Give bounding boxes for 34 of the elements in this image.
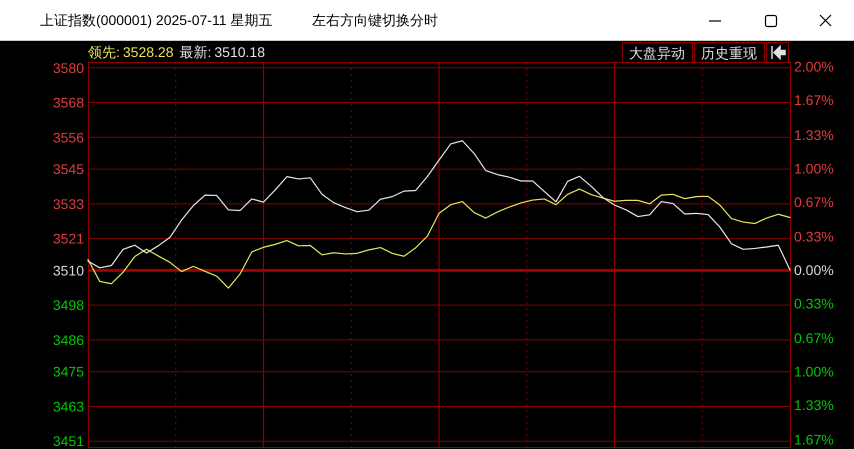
y2-tick-label: 1.67% (794, 432, 834, 448)
y-tick-label: 3533 (52, 196, 84, 212)
y-tick-label: 3451 (52, 433, 84, 449)
y-tick-label: 3463 (52, 398, 84, 414)
y-tick-label: 3556 (52, 129, 84, 146)
y2-tick-label: 1.67% (794, 92, 834, 108)
chart-subtitle: 左右方向键切换分时 (312, 12, 438, 28)
y-tick-label: 3498 (52, 297, 84, 314)
y-tick-label: 3510 (52, 262, 84, 278)
text: 历史重现 (701, 45, 757, 61)
text: 最新: (180, 44, 212, 60)
y-tick-label: 3521 (52, 230, 84, 247)
y-tick-label: 3475 (52, 364, 84, 380)
y2-tick-label: 1.00% (794, 364, 834, 380)
y2-tick-label: 0.00% (794, 262, 834, 278)
text: 3528.28 (122, 44, 174, 60)
y-tick-label: 3545 (52, 161, 84, 178)
y-tick-label: 3486 (52, 332, 84, 348)
text: 大盘异动 (629, 45, 685, 61)
chart-title: 上证指数(000001) 2025-07-11 星期五 (40, 12, 272, 28)
y2-tick-label: 1.33% (794, 397, 834, 414)
y2-tick-label: 2.00% (794, 58, 834, 75)
line-series (87, 140, 791, 270)
y2-tick-label: 1.00% (794, 160, 834, 176)
text: 领先: (88, 44, 120, 60)
y-tick-label: 3568 (52, 94, 84, 111)
y2-tick-label: 0.33% (794, 228, 834, 244)
y2-tick-label: 0.67% (794, 194, 834, 210)
y2-tick-label: 0.67% (794, 330, 834, 346)
y-tick-label: 3580 (52, 60, 84, 76)
y2-tick-label: 1.33% (794, 126, 834, 143)
text: 3510.18 (214, 44, 266, 60)
line-series (87, 188, 791, 289)
y2-tick-label: 0.33% (794, 295, 834, 312)
